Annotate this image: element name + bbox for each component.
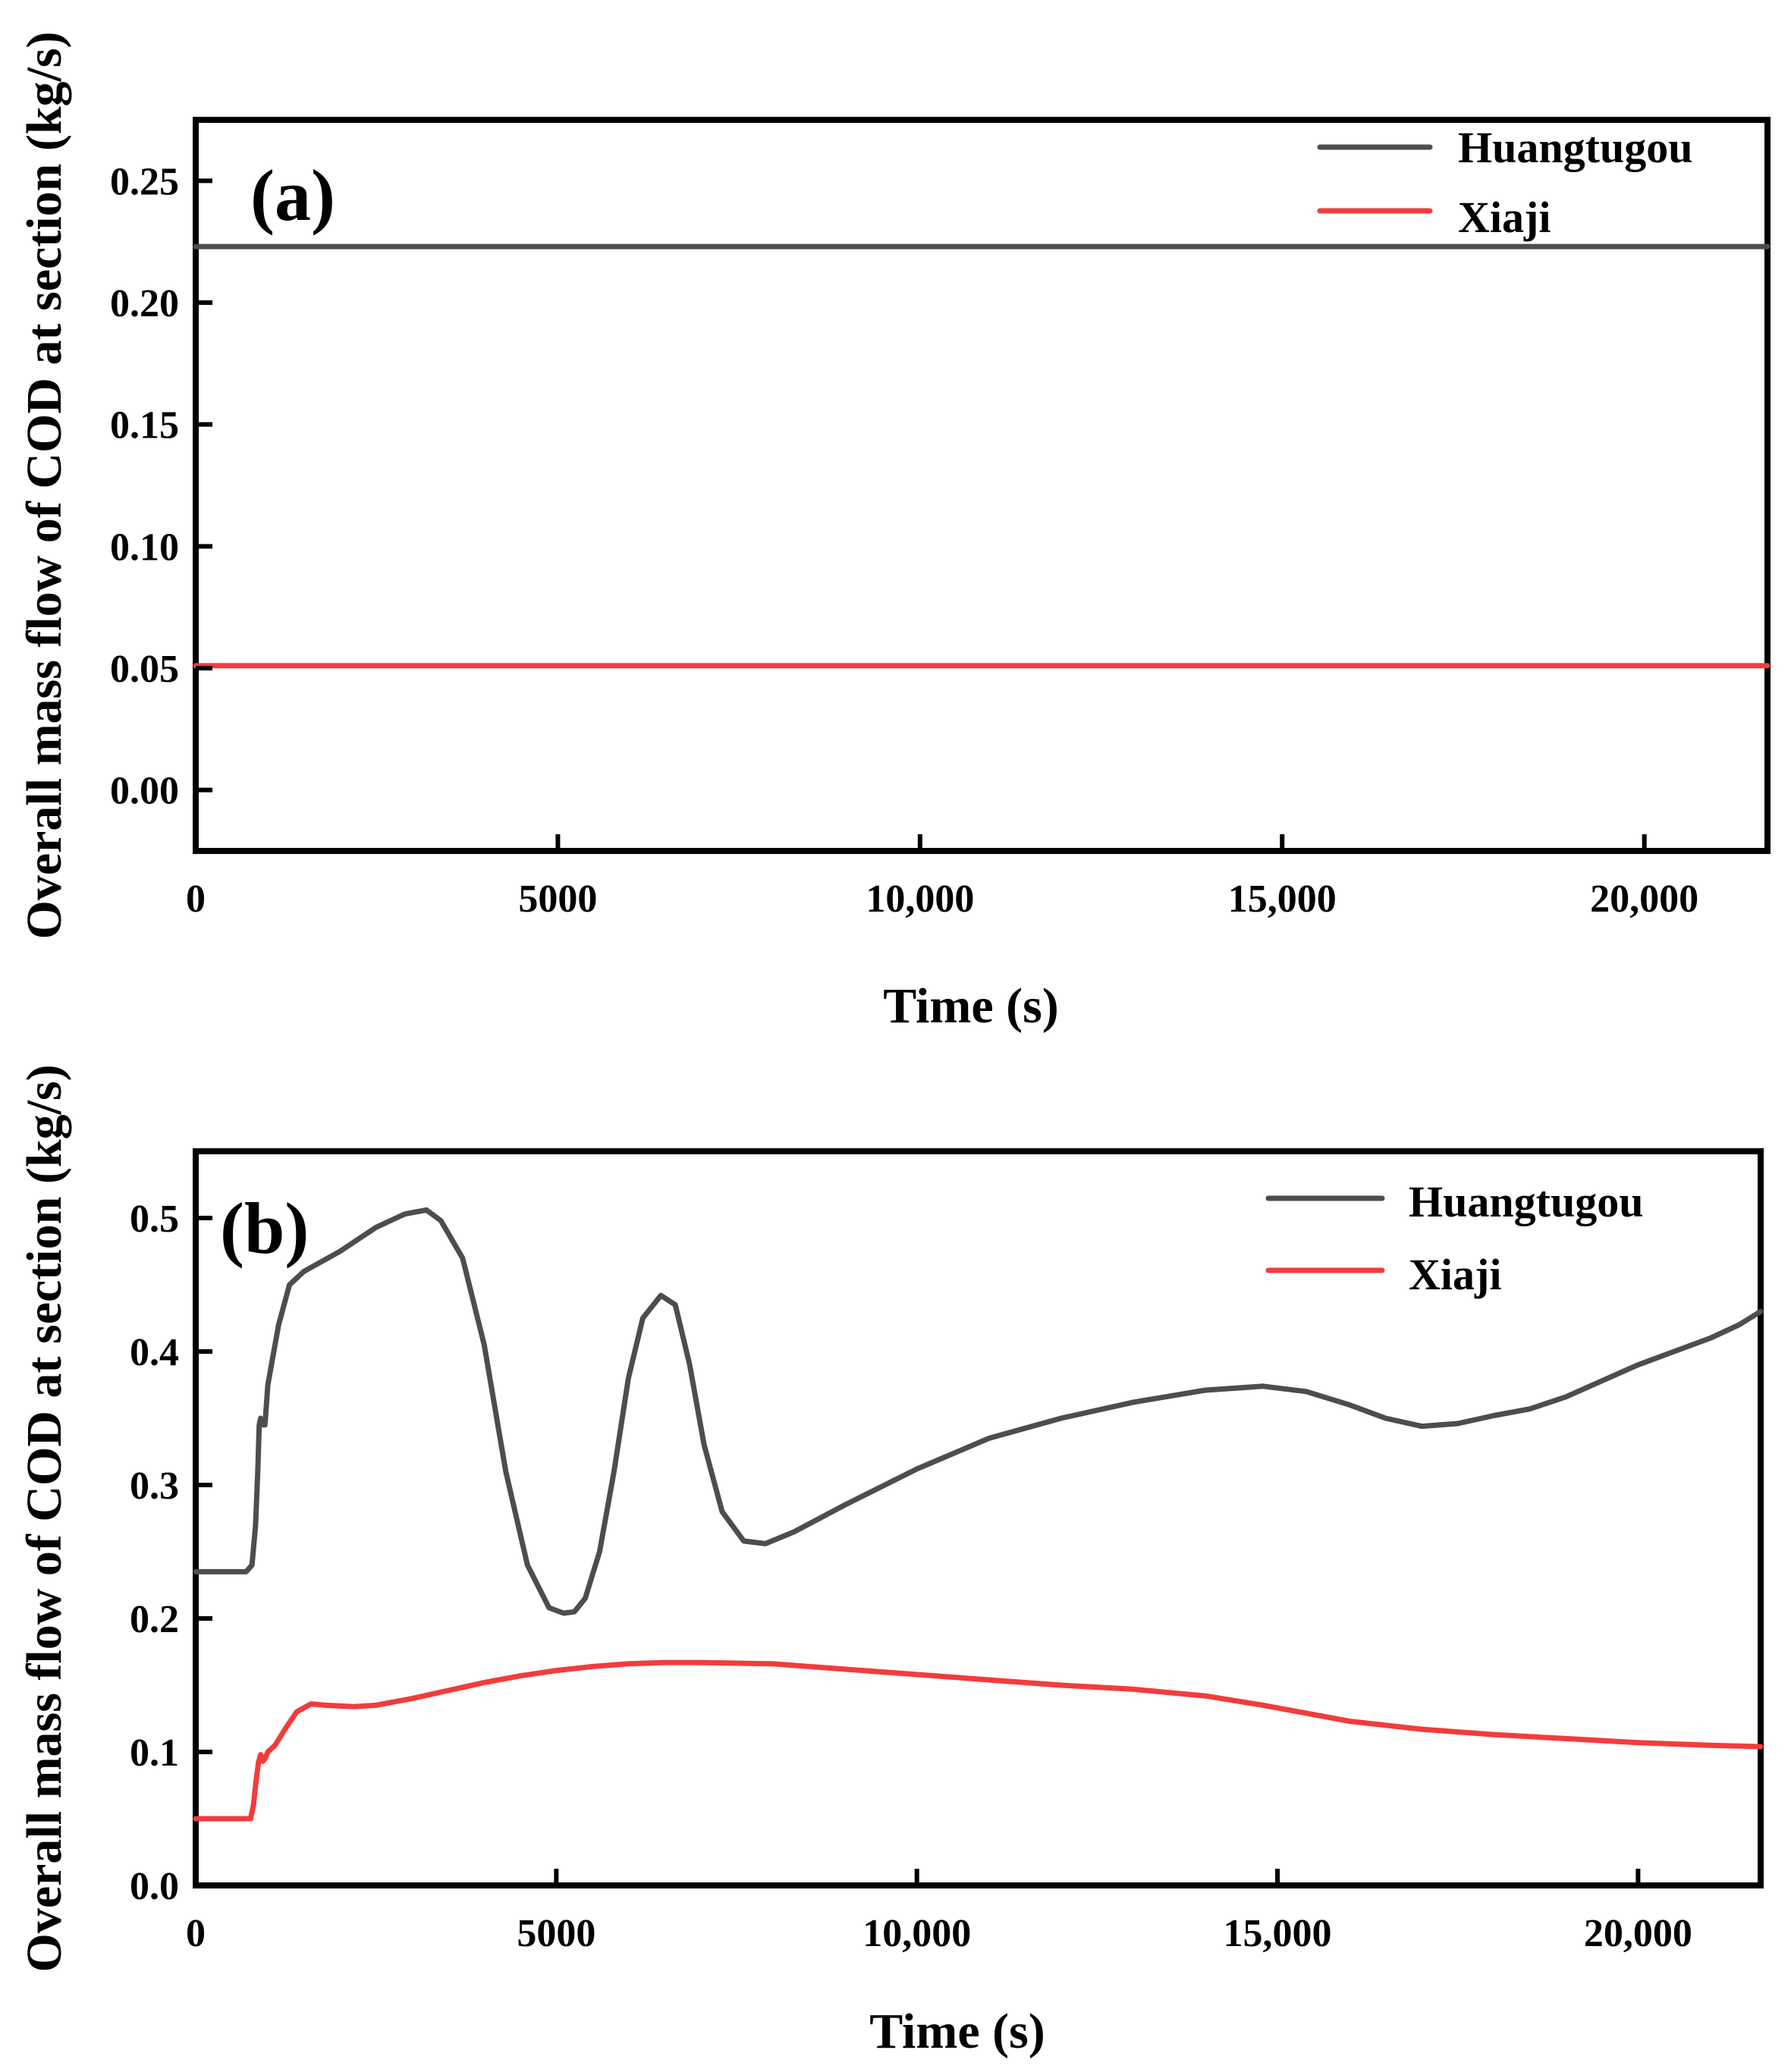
- panel-a-y-axis: 0.00 0.05 0.10 0.15 0.20 0.25: [110, 160, 212, 813]
- x-tick-label: 10,000: [863, 1912, 971, 1955]
- panel-a-frame: [193, 117, 1771, 854]
- y-tick-label: 0.3: [130, 1465, 179, 1508]
- panel-b-frame: [193, 1148, 1764, 1888]
- x-tick-label: 20,000: [1590, 877, 1698, 921]
- panel-b-series: [193, 1207, 1764, 1822]
- legend-a-huangtugou-label: Huangtugou: [1458, 123, 1692, 172]
- panel-b-x-axis-title: Time (s): [869, 2004, 1045, 2059]
- legend-b-xiaji-label: Xiaji: [1409, 1250, 1501, 1299]
- x-tick-label: 15,000: [1224, 1912, 1332, 1955]
- panel-a-x-axis: 0 5000 10,000 15,000 20,000: [186, 834, 1698, 921]
- x-tick-label: 20,000: [1584, 1912, 1692, 1955]
- x-tick-label: 5000: [518, 877, 597, 921]
- y-tick-label: 0.0: [130, 1865, 179, 1908]
- y-tick-label: 0.25: [110, 160, 179, 203]
- y-tick-label: 0.4: [130, 1331, 179, 1374]
- y-tick-label: 0.5: [130, 1198, 179, 1241]
- y-tick-label: 0.15: [110, 404, 179, 447]
- panel-b-y-axis-title: Overall mass flow of COD at section (kg/…: [17, 1064, 72, 1972]
- x-tick-label: 15,000: [1228, 877, 1337, 921]
- legend-a-xiaji-label: Xiaji: [1458, 193, 1551, 242]
- panel-a-x-axis-title: Time (s): [883, 978, 1059, 1034]
- x-tick-label: 0: [186, 877, 206, 921]
- panel-a: 0 5000 10,000 15,000 20,000 0.00 0.05 0.10 0.15…: [17, 31, 1771, 1034]
- y-tick-label: 0.1: [130, 1731, 179, 1775]
- series-line-xiaji: [193, 1659, 1764, 1822]
- panel-b-y-axis: 0.0 0.1 0.2 0.3 0.4 0.5: [130, 1198, 212, 1908]
- x-tick-label: 5000: [517, 1912, 595, 1955]
- panel-b: 0 5000 10,000 15,000 20,000 0.00.10.20.30.40…: [17, 1064, 1764, 2059]
- panel-a-legend: Huangtugou Xiaji: [1317, 123, 1692, 242]
- panel-a-y-axis-title: Overall mass flow of COD at section (kg/…: [17, 31, 72, 939]
- panel-a-label: (a): [250, 155, 335, 236]
- panel-b-label: (b): [220, 1188, 309, 1269]
- y-tick-label: 0.00: [110, 770, 179, 813]
- y-tick-label: 0.05: [110, 648, 179, 691]
- x-tick-label: 10,000: [866, 877, 974, 921]
- y-tick-label: 0.20: [110, 282, 179, 325]
- panel-b-x-axis: 0 5000 10,000 15,000 20,000: [186, 1869, 1692, 1955]
- panel-a-series: [193, 243, 1771, 669]
- series-line-huangtugou: [193, 1207, 1764, 1616]
- panel-b-legend: Huangtugou Xiaji: [1265, 1177, 1643, 1299]
- y-tick-label: 0.10: [110, 526, 179, 569]
- x-tick-label: 0: [186, 1912, 206, 1955]
- legend-b-huangtugou-label: Huangtugou: [1409, 1177, 1643, 1226]
- y-tick-label: 0.2: [130, 1598, 179, 1641]
